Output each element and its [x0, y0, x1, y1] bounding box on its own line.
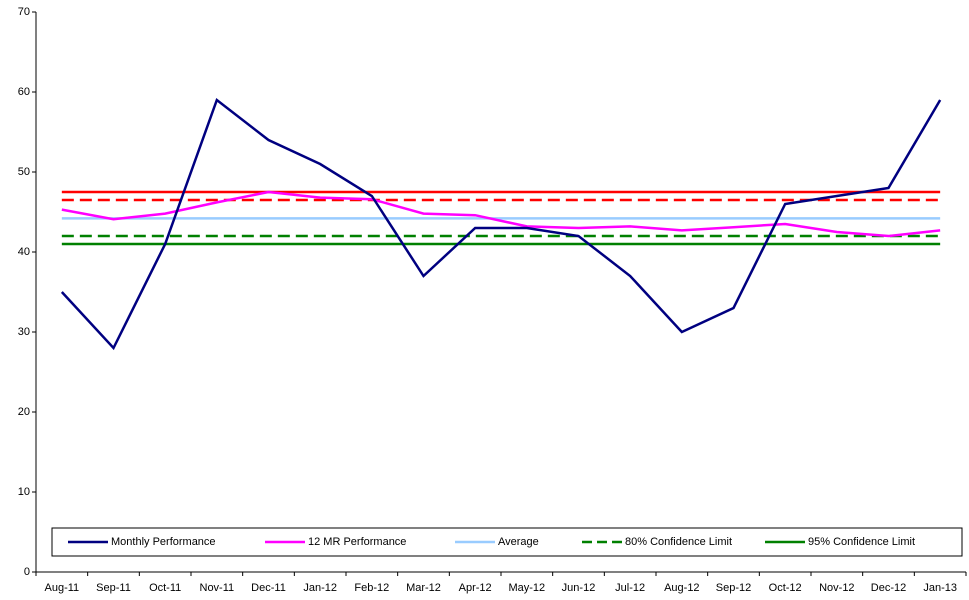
y-tick-label: 30 — [18, 326, 30, 338]
x-tick-label: Jul-12 — [615, 582, 645, 594]
x-tick-label: Oct-11 — [149, 582, 181, 594]
x-tick-label: Jan-13 — [923, 582, 957, 594]
x-tick-label: Dec-12 — [871, 582, 906, 594]
legend-label: 95% Confidence Limit — [808, 536, 915, 548]
x-tick-label: Sep-11 — [96, 582, 131, 594]
x-tick-label: May-12 — [508, 582, 545, 594]
x-tick-label: Apr-12 — [459, 582, 492, 594]
x-tick-label: Jun-12 — [562, 582, 596, 594]
legend-label: Average — [498, 536, 539, 548]
series-line — [60, 97, 942, 351]
x-tick-label: Oct-12 — [769, 582, 802, 594]
x-tick-label: Aug-11 — [45, 582, 80, 594]
x-tick-label: Nov-12 — [819, 582, 854, 594]
y-tick-label: 0 — [24, 566, 30, 578]
x-tick-label: Nov-11 — [200, 582, 235, 594]
x-tick-label: Aug-12 — [664, 582, 699, 594]
x-tick-label: Dec-11 — [251, 582, 286, 594]
x-tick-label: Sep-12 — [716, 582, 751, 594]
y-tick-label: 10 — [18, 486, 30, 498]
x-tick-label: Mar-12 — [406, 582, 441, 594]
x-tick-label: Feb-12 — [354, 582, 389, 594]
legend-box — [51, 527, 963, 557]
y-tick-label: 70 — [18, 6, 30, 18]
legend-label: 12 MR Performance — [308, 536, 406, 548]
legend-label: 80% Confidence Limit — [625, 536, 732, 548]
series-line — [61, 190, 941, 238]
y-tick-label: 60 — [18, 86, 30, 98]
x-tick-label: Jan-12 — [303, 582, 337, 594]
y-tick-label: 40 — [18, 246, 30, 258]
y-tick-label: 50 — [18, 166, 30, 178]
legend-label: Monthly Performance — [111, 536, 216, 548]
y-tick-label: 20 — [18, 406, 30, 418]
